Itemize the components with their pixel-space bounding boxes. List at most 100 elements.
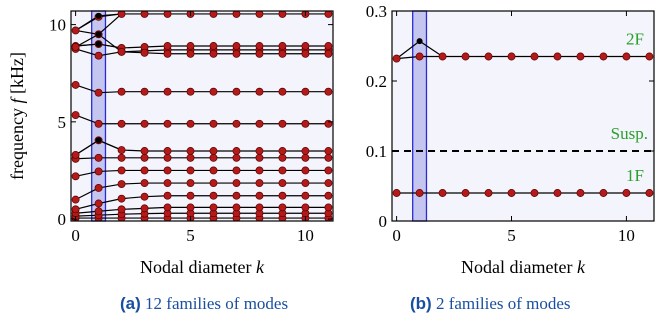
data-point <box>209 166 218 175</box>
data-point <box>301 166 310 175</box>
data-point <box>140 48 149 57</box>
data-point <box>278 179 287 188</box>
data-point <box>553 52 562 61</box>
data-point <box>576 189 585 197</box>
y-axis-label: frequency f [kHz] <box>7 52 27 180</box>
data-point <box>117 119 126 128</box>
data-point <box>140 179 149 188</box>
data-point <box>209 191 218 200</box>
x-axis-label-text: Nodal diameter <box>140 257 256 277</box>
data-point <box>255 191 264 200</box>
data-point <box>530 52 539 61</box>
data-point <box>255 87 264 96</box>
data-point <box>140 153 149 162</box>
panel-a: 0 5 10 0 5 10 Nodal diameter k frequency f [kHz… <box>7 10 334 277</box>
data-point <box>255 49 264 58</box>
figure: 0 5 10 0 5 10 Nodal diameter k frequency f [kHz… <box>7 2 655 277</box>
data-point <box>392 54 401 63</box>
y-tick-label: 0.1 <box>366 142 387 161</box>
data-point <box>576 52 585 61</box>
data-point <box>645 52 654 61</box>
data-point <box>94 167 103 176</box>
caption-a-text: 12 families of modes <box>145 294 289 313</box>
data-point <box>232 191 241 200</box>
y-tick-label: 0 <box>379 212 388 231</box>
data-point <box>186 166 195 175</box>
caption-b-text: 2 families of modes <box>435 294 571 313</box>
data-point <box>209 49 218 58</box>
data-point <box>71 111 80 119</box>
peak-point <box>95 41 102 48</box>
series-label: 2F <box>626 30 644 49</box>
data-point <box>301 179 310 188</box>
data-point <box>415 52 424 61</box>
data-point <box>71 205 80 214</box>
data-point <box>117 166 126 175</box>
data-point <box>324 147 333 155</box>
data-point <box>140 11 149 18</box>
data-point <box>599 52 608 61</box>
x-axis-label: Nodal diameter k <box>461 257 586 277</box>
panel-b: 0 5 10 0 0.1 0.2 0.3 Nodal diameter k Susp. 1F 2F <box>366 2 655 277</box>
data-point <box>186 191 195 200</box>
data-point <box>507 189 516 197</box>
data-point <box>94 183 103 192</box>
data-point <box>94 51 103 60</box>
data-point <box>301 203 310 212</box>
data-point <box>232 203 241 212</box>
data-point <box>163 49 172 58</box>
data-point <box>255 119 264 128</box>
data-point <box>301 49 310 58</box>
data-point <box>232 179 241 188</box>
peak-point <box>95 31 102 38</box>
data-point <box>484 52 493 61</box>
y-axis-label-unit: [kHz] <box>7 52 27 98</box>
data-point <box>140 147 149 155</box>
data-point <box>140 192 149 201</box>
data-point <box>209 87 218 96</box>
y-tick-label: 0 <box>58 210 67 229</box>
y-axis-label-var: f <box>7 96 27 104</box>
data-point <box>301 42 310 50</box>
data-point <box>324 166 333 175</box>
data-point <box>186 147 195 155</box>
data-point <box>117 205 126 214</box>
y-tick-label: 0.3 <box>366 2 387 21</box>
data-point <box>324 179 333 188</box>
data-point <box>255 153 264 162</box>
data-point <box>255 11 264 18</box>
data-point <box>163 153 172 162</box>
data-point <box>71 80 80 89</box>
data-point <box>553 189 562 197</box>
data-point <box>324 203 333 212</box>
data-point <box>645 189 654 197</box>
data-point <box>209 11 218 18</box>
data-point <box>278 203 287 212</box>
x-tick-label: 5 <box>186 226 195 245</box>
data-point <box>140 166 149 175</box>
data-point <box>232 147 241 155</box>
data-point <box>278 42 287 50</box>
data-point <box>209 42 218 50</box>
data-point <box>255 166 264 175</box>
x-tick-label: 0 <box>71 226 80 245</box>
data-point <box>255 203 264 212</box>
data-point <box>186 119 195 128</box>
data-point <box>438 52 447 61</box>
data-point <box>140 87 149 96</box>
x-tick-label: 5 <box>507 226 516 245</box>
data-point <box>278 147 287 155</box>
data-point <box>324 153 333 162</box>
data-point <box>71 195 80 204</box>
data-point <box>140 119 149 128</box>
data-point <box>278 166 287 175</box>
data-point <box>186 153 195 162</box>
data-point <box>163 191 172 200</box>
data-point <box>117 146 126 154</box>
data-point <box>71 172 80 181</box>
x-axis-label-var: k <box>256 257 265 277</box>
data-point <box>117 11 126 18</box>
data-point <box>278 191 287 200</box>
y-tick-label: 10 <box>49 16 66 35</box>
peak-point <box>95 137 102 144</box>
